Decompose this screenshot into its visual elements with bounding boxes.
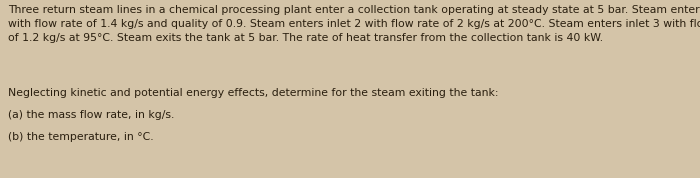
Text: Three return steam lines in a chemical processing plant enter a collection tank : Three return steam lines in a chemical p… <box>8 5 700 15</box>
Text: of 1.2 kg/s at 95°C. Steam exits the tank at 5 bar. The rate of heat transfer fr: of 1.2 kg/s at 95°C. Steam exits the tan… <box>8 33 603 43</box>
Text: Neglecting kinetic and potential energy effects, determine for the steam exiting: Neglecting kinetic and potential energy … <box>8 88 498 98</box>
Text: with flow rate of 1.4 kg/s and quality of 0.9. Steam enters inlet 2 with flow ra: with flow rate of 1.4 kg/s and quality o… <box>8 19 700 29</box>
Text: (b) the temperature, in °C.: (b) the temperature, in °C. <box>8 132 153 142</box>
Text: (a) the mass flow rate, in kg/s.: (a) the mass flow rate, in kg/s. <box>8 110 174 120</box>
